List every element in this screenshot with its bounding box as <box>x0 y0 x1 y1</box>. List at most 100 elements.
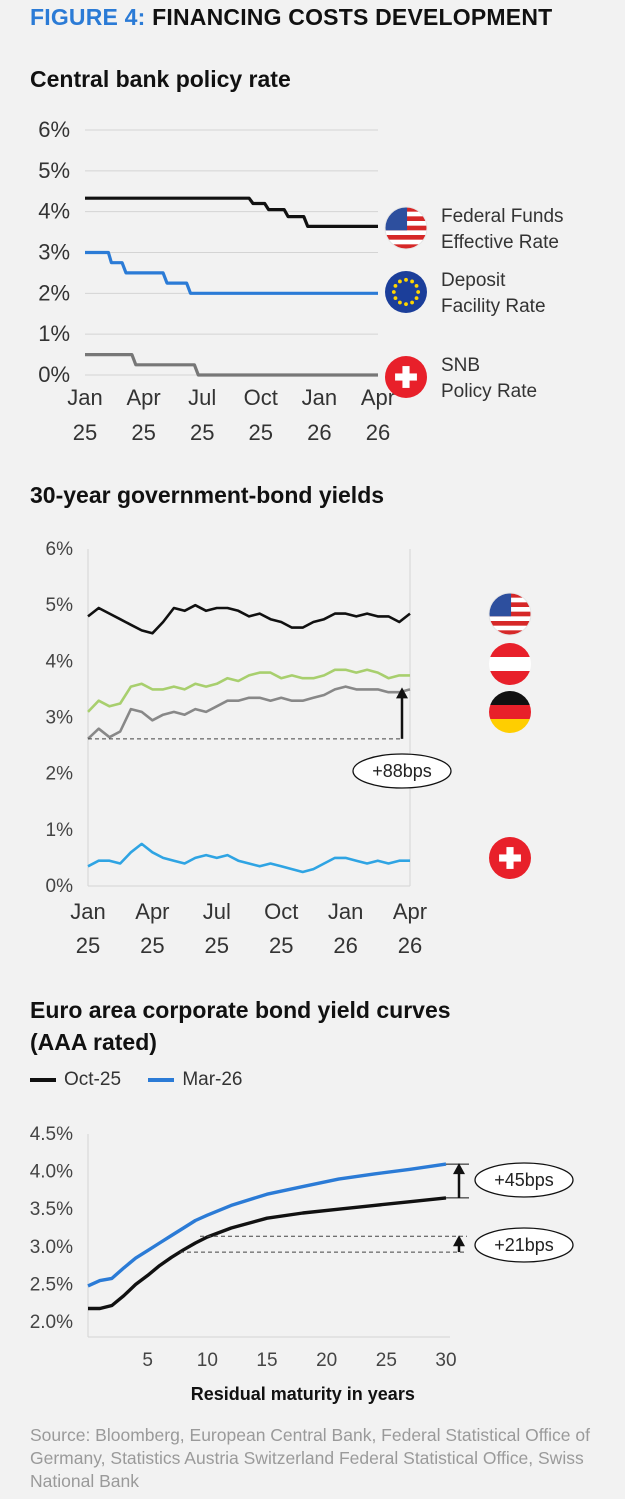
chart1-x-tick-month: Jan <box>67 385 102 410</box>
chart3-annotation1-arrowhead <box>453 1163 465 1175</box>
chart1-y-tick: 4% <box>38 199 70 224</box>
legend-swatch-oct25 <box>30 1078 56 1082</box>
chart2-y-tick: 1% <box>46 820 74 841</box>
chart1-y-tick: 6% <box>38 117 70 142</box>
chart1-x-tick-year: 26 <box>307 420 331 445</box>
chart3-y-tick: 3.5% <box>30 1199 73 1220</box>
chart3-x-axis-title: Residual maturity in years <box>191 1384 415 1404</box>
us-flag-icon <box>384 206 428 250</box>
chart3-x-tick: 10 <box>197 1350 218 1371</box>
chart2-y-tick: 2% <box>46 764 74 785</box>
legend-item-mar26: Mar-26 <box>148 1069 243 1091</box>
chart1-series-line <box>85 250 378 295</box>
chart2-series-line <box>87 685 411 740</box>
legend-label-oct25: Oct-25 <box>64 1069 122 1090</box>
chart3-series <box>87 1162 447 1311</box>
chart2-x-tick-year: 25 <box>205 933 229 958</box>
chart2-series-line <box>87 603 411 635</box>
chart1-series <box>85 196 378 377</box>
chart2-x-tick-month: Jan <box>328 899 363 924</box>
chart3-annotation2-arrowhead <box>453 1235 465 1247</box>
chart3-title-line1: Euro area corporate bond yield curves <box>30 997 451 1023</box>
chart2-x-tick-year: 26 <box>398 933 422 958</box>
chart3-y-tick: 2.0% <box>30 1312 73 1333</box>
chart1-legend: Federal Funds Effective Rate Deposit Facili… <box>384 206 564 402</box>
chart3-annotation2-bubble <box>474 1227 574 1263</box>
chart2-annotation-bubble <box>352 753 452 789</box>
chart1-x-tick-year: 26 <box>366 420 390 445</box>
chart1-legend-label: Facility Rate <box>441 296 546 317</box>
bond-yields-chart: 0% 1% 2% 3% 4% 5% 6% Jan 25 Apr 25 Jul 25 Oct 25 Jan 26 A… <box>46 539 532 958</box>
chart1-y-tick: 2% <box>38 280 70 305</box>
chart3-x-tick: 20 <box>316 1350 337 1371</box>
chart1-x-tick-year: 25 <box>249 420 273 445</box>
chart1-x-tick-year: 25 <box>73 420 97 445</box>
chart1-y-tick: 5% <box>38 158 70 183</box>
us-flag-icon <box>488 592 532 636</box>
chart2-annotation-label: +88bps <box>372 761 432 781</box>
chart3-x-tick: 5 <box>142 1350 153 1371</box>
chart1-x-tick-year: 25 <box>131 420 155 445</box>
chart2-y-tick: 6% <box>46 539 74 560</box>
chart1-x-tick-month: Jul <box>188 385 216 410</box>
austria-flag-icon <box>489 643 531 685</box>
chart2-x-tick-month: Jul <box>203 899 231 924</box>
legend-label-mar26: Mar-26 <box>182 1069 243 1090</box>
chart3-series-line <box>88 1196 447 1311</box>
swiss-flag-icon <box>489 837 531 879</box>
chart3-title-line2: (AAA rated) <box>30 1029 157 1055</box>
chart2-series-line <box>87 668 410 713</box>
corporate-yield-curve-chart: 2.0% 2.5% 3.0% 3.5% 4.0% 4.5% 5 10 15 20 25 30 Resid… <box>30 1124 574 1404</box>
chart3-annotations: +45bps +21bps <box>180 1162 574 1263</box>
chart2-x-tick-year: 25 <box>140 933 164 958</box>
chart1-title: Central bank policy rate <box>30 66 291 92</box>
chart2-y-tick: 3% <box>46 708 74 729</box>
figure-title-text: FINANCING COSTS DEVELOPMENT <box>152 4 553 30</box>
chart1-x-tick-month: Jan <box>302 385 337 410</box>
policy-rate-chart: 0%1%2%3%4%5%6%Jan25Apr25Jul25Oct25Jan26A… <box>38 117 564 445</box>
chart3-x-tick: 25 <box>376 1350 397 1371</box>
chart3-series-line <box>87 1162 447 1288</box>
chart3-x-tick: 30 <box>435 1350 456 1371</box>
chart2-x-tick-month: Apr <box>135 899 169 924</box>
chart2-x-tick-year: 25 <box>76 933 100 958</box>
chart1-legend-label: Effective Rate <box>441 232 559 253</box>
chart1-x-tick-month: Apr <box>126 385 160 410</box>
swiss-flag-icon <box>385 356 427 398</box>
chart1-x-tick-month: Oct <box>244 385 278 410</box>
chart2-title: 30-year government-bond yields <box>30 482 385 508</box>
chart3-y-tick: 2.5% <box>30 1274 73 1295</box>
chart2-y-tick: 5% <box>46 595 74 616</box>
chart2-series <box>87 603 411 874</box>
chart1-y-tick: 0% <box>38 362 70 387</box>
chart1-legend-label: Federal Funds <box>441 206 564 227</box>
germany-flag-icon <box>489 691 531 733</box>
chart1-x-tick-year: 25 <box>190 420 214 445</box>
chart3-annotation1-label: +45bps <box>494 1170 554 1190</box>
source-note: Source: Bloomberg, European Central Bank… <box>30 1425 590 1491</box>
chart2-series-line <box>87 842 410 874</box>
chart2-x-tick-month: Jan <box>70 899 105 924</box>
chart1-legend-label: Policy Rate <box>441 381 537 402</box>
figure-number: FIGURE 4: <box>30 4 146 30</box>
chart2-annotation-arrowhead <box>396 687 408 699</box>
chart1-y-tick: 3% <box>38 240 70 265</box>
chart1-legend-label: Deposit <box>441 270 506 291</box>
chart2-annotation: +88bps <box>88 687 452 789</box>
chart3-title: Euro area corporate bond yield curves (A… <box>30 994 451 1058</box>
figure-title: FIGURE 4: FINANCING COSTS DEVELOPMENT <box>30 4 552 31</box>
chart2-x-tick-month: Oct <box>264 899 298 924</box>
chart3-annotation1-bubble <box>474 1162 574 1198</box>
chart3-annotation2-label: +21bps <box>494 1235 554 1255</box>
chart2-x-tick-month: Apr <box>393 899 427 924</box>
chart1-y-tick: 1% <box>38 321 70 346</box>
chart2-y-tick: 4% <box>46 651 74 672</box>
chart3-x-tick: 15 <box>256 1350 277 1371</box>
chart2-x-tick-year: 25 <box>269 933 293 958</box>
chart2-y-tick: 0% <box>46 876 74 897</box>
chart1-series-line <box>85 353 378 377</box>
chart3-y-tick: 4.5% <box>30 1124 73 1145</box>
chart3-y-tick: 4.0% <box>30 1162 73 1183</box>
chart2-flags <box>488 592 532 879</box>
chart2-x-tick-year: 26 <box>333 933 357 958</box>
